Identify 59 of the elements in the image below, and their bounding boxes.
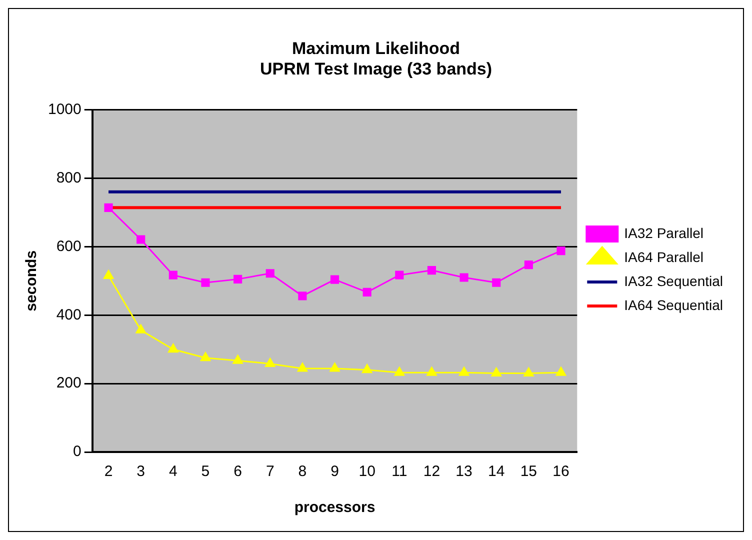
x-tick-label: 14: [488, 463, 505, 480]
point: [232, 354, 243, 364]
point: [136, 324, 146, 334]
point: [492, 278, 501, 287]
point: [395, 270, 404, 280]
point: [394, 366, 404, 376]
y-tick-label: 0: [73, 443, 82, 460]
x-tick-label: 12: [423, 463, 440, 480]
x-tick-label: 11: [392, 463, 408, 480]
y-tick-label: 1000: [48, 100, 82, 118]
y-tick-label: 800: [56, 169, 82, 186]
point: [330, 362, 340, 372]
x-tick-label: 2: [104, 463, 113, 480]
x-tick-label: 3: [136, 463, 146, 480]
point: [265, 358, 276, 367]
legend-label: IA64 Sequential: [624, 296, 724, 313]
point: [362, 288, 372, 296]
x-tick-label: 8: [298, 463, 307, 480]
text: UPRM Test Image (33 bands): [260, 59, 492, 78]
point: [491, 368, 502, 377]
y-tick-label: 600: [56, 238, 82, 255]
point: [168, 270, 178, 280]
x-tick-label: 7: [266, 463, 274, 480]
legend-label: IA64 Parallel: [624, 248, 704, 265]
point: [427, 266, 436, 275]
y-tick-label: 400: [56, 306, 82, 324]
point: [201, 278, 210, 287]
point: [200, 352, 211, 362]
point: [298, 292, 307, 300]
point: [103, 270, 114, 280]
x-tick-label: 16: [552, 463, 570, 480]
point: [234, 274, 242, 284]
point: [168, 344, 178, 353]
point: [458, 366, 470, 376]
point: [266, 269, 274, 278]
x-tick-label: 6: [234, 463, 242, 480]
point: [556, 366, 566, 376]
x-tick-label: 15: [520, 463, 538, 480]
point: [524, 368, 534, 377]
point: [104, 203, 113, 212]
x-tick-label: 9: [330, 463, 339, 480]
x-tick-label: 5: [201, 463, 210, 480]
y-tick-label: 200: [56, 374, 82, 392]
point: [297, 362, 308, 372]
legend-label: IA32 Sequential: [624, 272, 724, 289]
point: [426, 366, 437, 376]
x-tick-label: 10: [358, 463, 376, 480]
point: [524, 260, 533, 270]
point: [136, 235, 146, 244]
x-tick-label: 4: [168, 463, 178, 480]
x-tick-label: 13: [456, 463, 472, 480]
point: [460, 273, 468, 282]
point: [556, 246, 566, 256]
y-axis-title: seconds: [23, 250, 40, 312]
legend-label: IA32 Parallel: [624, 224, 704, 241]
x-axis-title: processors: [294, 499, 376, 516]
point: [362, 364, 372, 374]
text: Maximum Likelihood: [292, 38, 460, 58]
point: [330, 275, 340, 284]
